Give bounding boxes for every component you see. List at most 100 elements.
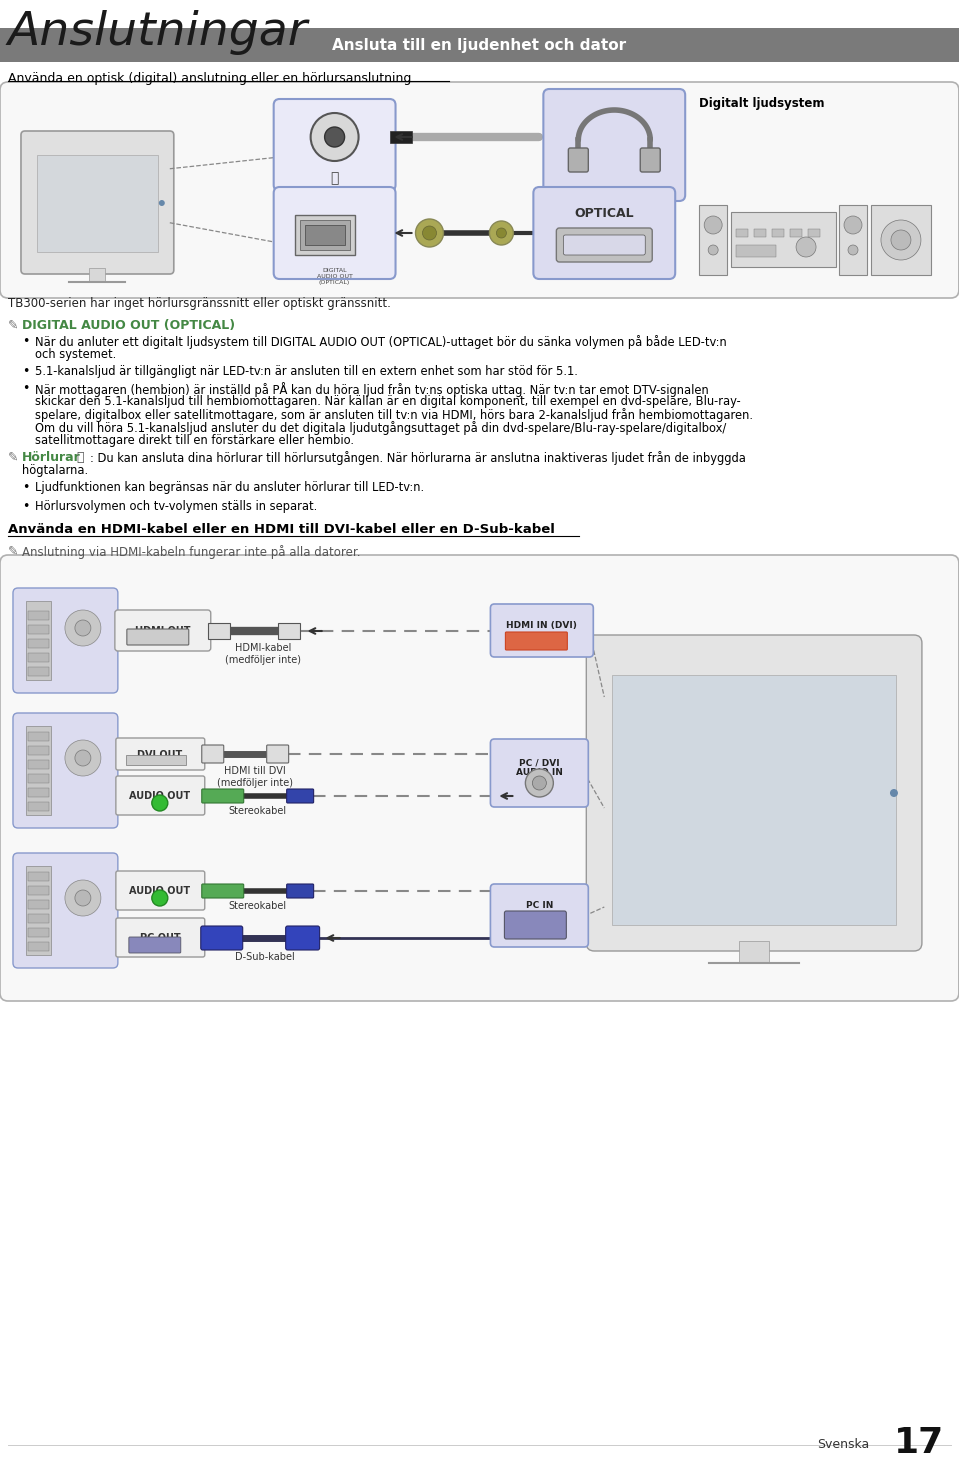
- Bar: [390, 130, 412, 144]
- Text: ⎙: ⎙: [76, 451, 84, 464]
- Text: HDMI till DVI
(medföljer inte): HDMI till DVI (medföljer inte): [217, 766, 293, 788]
- Text: DIGITAL
AUDIO OUT
(OPTICAL): DIGITAL AUDIO OUT (OPTICAL): [317, 268, 352, 284]
- Bar: [304, 226, 345, 245]
- FancyBboxPatch shape: [116, 738, 204, 771]
- Circle shape: [65, 880, 101, 916]
- Text: Anslutning via HDMI-kabeln fungerar inte på alla datorer.: Anslutning via HDMI-kabeln fungerar inte…: [22, 545, 360, 560]
- Text: Använda en optisk (digital) anslutning eller en hörlursanslutning: Använda en optisk (digital) anslutning e…: [8, 72, 412, 85]
- Bar: [28, 732, 49, 741]
- Text: HDMI-kabel
(medföljer inte): HDMI-kabel (medföljer inte): [225, 643, 300, 665]
- FancyBboxPatch shape: [491, 883, 588, 946]
- FancyBboxPatch shape: [274, 188, 396, 278]
- FancyBboxPatch shape: [127, 628, 189, 645]
- Text: Digitalt ljudsystem: Digitalt ljudsystem: [699, 97, 825, 110]
- Text: ✎: ✎: [8, 319, 18, 333]
- Circle shape: [324, 127, 345, 146]
- Bar: [28, 667, 49, 675]
- Text: •: •: [22, 481, 30, 494]
- Text: •: •: [22, 382, 30, 396]
- Text: HDMI OUT: HDMI OUT: [135, 626, 190, 636]
- Text: PC / DVI
AUDIO IN: PC / DVI AUDIO IN: [516, 757, 563, 778]
- Circle shape: [848, 245, 858, 255]
- Circle shape: [311, 113, 359, 161]
- Bar: [772, 229, 784, 237]
- Circle shape: [891, 230, 911, 251]
- FancyBboxPatch shape: [116, 776, 204, 815]
- Circle shape: [152, 891, 168, 905]
- Circle shape: [796, 237, 816, 256]
- Bar: [28, 788, 49, 797]
- FancyBboxPatch shape: [287, 790, 314, 803]
- Text: AUDIO OUT: AUDIO OUT: [130, 791, 190, 801]
- Bar: [300, 220, 349, 251]
- FancyBboxPatch shape: [202, 883, 244, 898]
- Text: ✎: ✎: [8, 451, 18, 464]
- Text: Ansluta till en ljudenhet och dator: Ansluta till en ljudenhet och dator: [332, 38, 627, 53]
- FancyBboxPatch shape: [534, 188, 675, 278]
- Bar: [277, 623, 300, 639]
- Bar: [28, 872, 49, 880]
- Bar: [26, 601, 51, 680]
- FancyBboxPatch shape: [568, 148, 588, 171]
- Circle shape: [65, 740, 101, 776]
- FancyBboxPatch shape: [640, 148, 660, 171]
- Circle shape: [881, 220, 921, 259]
- Bar: [28, 760, 49, 769]
- Bar: [28, 886, 49, 895]
- Circle shape: [490, 221, 514, 245]
- FancyBboxPatch shape: [504, 911, 566, 939]
- Circle shape: [152, 795, 168, 812]
- FancyBboxPatch shape: [491, 604, 593, 656]
- Text: PC OUT: PC OUT: [139, 933, 180, 943]
- Bar: [28, 746, 49, 754]
- Bar: [28, 611, 49, 620]
- Circle shape: [533, 776, 546, 790]
- Text: Stereokabel: Stereokabel: [228, 806, 287, 816]
- Circle shape: [75, 620, 91, 636]
- Bar: [26, 866, 51, 955]
- Bar: [207, 623, 229, 639]
- Bar: [28, 942, 49, 951]
- Text: 5.1-kanalsljud är tillgängligt när LED-tv:n är ansluten till en extern enhet som: 5.1-kanalsljud är tillgängligt när LED-t…: [35, 365, 578, 378]
- Text: HDMI IN (DVI): HDMI IN (DVI): [506, 621, 577, 630]
- Bar: [28, 626, 49, 634]
- Text: skickar den 5.1-kanalsljud till hembiomottagaren. När källan är en digital kompo: skickar den 5.1-kanalsljud till hembiomo…: [35, 396, 741, 407]
- Text: Hörlursvolymen och tv-volymen ställs in separat.: Hörlursvolymen och tv-volymen ställs in …: [35, 500, 317, 513]
- Bar: [699, 205, 727, 275]
- Text: Hörlurar: Hörlurar: [22, 451, 81, 464]
- FancyBboxPatch shape: [126, 754, 186, 765]
- Text: : Du kan ansluta dina hörlurar till hörlursutgången. När hörlurarna är anslutna : : Du kan ansluta dina hörlurar till hörl…: [90, 451, 746, 464]
- Circle shape: [75, 750, 91, 766]
- FancyBboxPatch shape: [116, 872, 204, 910]
- Text: När mottagaren (hembion) är inställd på PÅ kan du höra ljud från tv:ns optiska u: När mottagaren (hembion) är inställd på …: [35, 382, 708, 397]
- Bar: [28, 900, 49, 908]
- Text: Svenska: Svenska: [817, 1439, 869, 1450]
- Bar: [89, 268, 105, 281]
- Text: satellitmottagare direkt till en förstärkare eller hembio.: satellitmottagare direkt till en förstär…: [35, 434, 354, 447]
- Bar: [790, 229, 802, 237]
- Circle shape: [708, 245, 718, 255]
- Circle shape: [422, 226, 437, 240]
- Text: och systemet.: och systemet.: [35, 349, 116, 360]
- Bar: [28, 639, 49, 648]
- FancyBboxPatch shape: [13, 853, 118, 968]
- Text: ⎙: ⎙: [330, 171, 339, 185]
- FancyBboxPatch shape: [116, 919, 204, 957]
- Text: •: •: [22, 365, 30, 378]
- FancyBboxPatch shape: [491, 738, 588, 807]
- Bar: [26, 727, 51, 815]
- Text: När du anluter ett digitalt ljudsystem till DIGITAL AUDIO OUT (OPTICAL)-uttaget : När du anluter ett digitalt ljudsystem t…: [35, 335, 727, 349]
- Circle shape: [75, 891, 91, 905]
- Circle shape: [890, 790, 898, 797]
- Bar: [295, 215, 354, 255]
- FancyBboxPatch shape: [287, 883, 314, 898]
- Text: •: •: [22, 500, 30, 513]
- Bar: [28, 927, 49, 938]
- FancyBboxPatch shape: [13, 587, 118, 693]
- Text: Stereokabel: Stereokabel: [228, 901, 287, 911]
- Text: högtalarna.: högtalarna.: [22, 464, 88, 478]
- Text: Använda en HDMI-kabel eller en HDMI till DVI-kabel eller en D-Sub-kabel: Använda en HDMI-kabel eller en HDMI till…: [8, 523, 555, 536]
- Circle shape: [416, 218, 444, 248]
- Bar: [612, 675, 896, 924]
- FancyBboxPatch shape: [557, 229, 652, 262]
